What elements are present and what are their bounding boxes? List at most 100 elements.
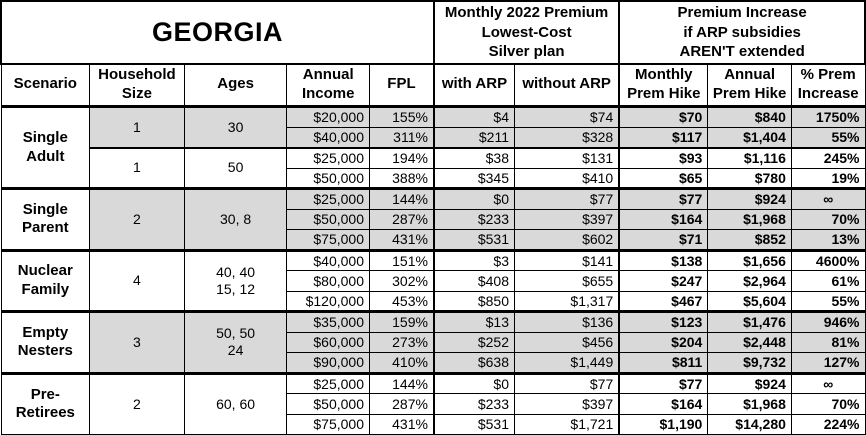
with-arp-cell: $211: [432, 126, 515, 148]
ages-cell: 30: [183, 105, 288, 148]
monthly-prem-hike-cell: $138: [618, 248, 709, 271]
table-body: Single Adult 1 30 $20,000 155% $4 $74 $70 $840 17…: [0, 105, 866, 435]
annual-prem-hike-cell: $2,964: [707, 270, 792, 292]
monthly-prem-hike-cell: $1,190: [618, 413, 709, 435]
pct-prem-increase-cell: 55%: [790, 126, 866, 148]
col-header-pct-prem-increase: % Prem Increase: [790, 63, 866, 108]
pct-prem-increase-cell: 70%: [790, 208, 866, 230]
annual-income-cell: $25,000: [286, 146, 370, 169]
monthly-prem-hike-cell: $117: [618, 126, 709, 148]
annual-income-cell: $50,000: [286, 167, 370, 189]
table-row: $75,000 431% $531 $1,721 $1,190 $14,280 224%: [1, 413, 866, 435]
without-arp-cell: $74: [514, 105, 620, 128]
annual-income-cell: $20,000: [286, 105, 370, 128]
pct-prem-increase-cell: 61%: [790, 270, 866, 292]
with-arp-cell: $0: [432, 371, 515, 394]
col-header-monthly-prem-hike: Monthly Prem Hike: [618, 63, 709, 108]
col-header-annual-prem-hike: Annual Prem Hike: [707, 63, 792, 108]
header-premium-group: Monthly 2022 Premium Lowest-Cost Silver …: [432, 0, 621, 65]
with-arp-cell: $531: [432, 229, 515, 251]
table-row: Single Adult 1 30 $20,000 155% $4 $74 $70 $840 17…: [0, 105, 866, 189]
fpl-cell: 151%: [368, 248, 435, 271]
with-arp-cell: $13: [432, 310, 515, 333]
household-size-cell: 1: [89, 146, 185, 189]
without-arp-cell: $131: [514, 146, 620, 169]
monthly-prem-hike-cell: $77: [618, 187, 709, 210]
without-arp-cell: $141: [514, 248, 620, 271]
without-arp-cell: $1,317: [514, 290, 620, 312]
annual-income-cell: $50,000: [286, 208, 370, 230]
annual-income-cell: $35,000: [286, 310, 370, 333]
with-arp-cell: $408: [432, 270, 515, 292]
table-row: 1 50 $25,000 194% $38 $131 $93 $1,116 245%: [1, 146, 866, 189]
monthly-prem-hike-cell: $204: [618, 331, 709, 353]
pct-prem-increase-cell: 245%: [790, 146, 866, 169]
annual-prem-hike-cell: $1,404: [707, 126, 792, 148]
table-row: Empty Nesters 3 50, 50 24 $35,000 159% $13 $13…: [0, 310, 866, 374]
table-row: Nuclear Family 4 40, 40 15, 12 $40,000 151% $…: [0, 248, 866, 312]
fpl-cell: 287%: [368, 208, 435, 230]
scenario-cell: Single Parent: [0, 187, 91, 251]
household-size-cell: 4: [89, 248, 185, 312]
annual-prem-hike-cell: $780: [707, 167, 792, 189]
without-arp-cell: $397: [514, 393, 620, 415]
fpl-cell: 410%: [368, 352, 435, 374]
pct-prem-increase-cell: ∞: [790, 187, 866, 210]
fpl-cell: 144%: [368, 371, 435, 394]
with-arp-cell: $531: [432, 413, 515, 435]
annual-prem-hike-cell: $14,280: [707, 413, 792, 435]
table-row: $50,000 388% $345 $410 $65 $780 19%: [1, 167, 866, 189]
table-row: $50,000 287% $233 $397 $164 $1,968 70%: [1, 393, 866, 415]
col-header-scenario: Scenario: [0, 63, 91, 108]
annual-prem-hike-cell: $924: [707, 187, 792, 210]
col-header-with-arp: with ARP: [432, 63, 515, 108]
column-header-row: Scenario Household Size Ages Annual Income F…: [0, 63, 866, 108]
fpl-cell: 453%: [368, 290, 435, 312]
monthly-prem-hike-cell: $247: [618, 270, 709, 292]
annual-prem-hike-cell: $1,476: [707, 310, 792, 333]
pct-prem-increase-cell: 946%: [790, 310, 866, 333]
ages-cell: 40, 40 15, 12: [183, 248, 288, 312]
household-size-cell: 2: [89, 371, 185, 435]
fpl-cell: 194%: [368, 146, 435, 169]
ages-cell: 60, 60: [183, 371, 288, 435]
annual-prem-hike-cell: $5,604: [707, 290, 792, 312]
annual-income-cell: $25,000: [286, 187, 370, 210]
annual-prem-hike-cell: $2,448: [707, 331, 792, 353]
fpl-cell: 273%: [368, 331, 435, 353]
col-header-annual-income: Annual Income: [286, 63, 370, 108]
without-arp-cell: $397: [514, 208, 620, 230]
with-arp-cell: $850: [432, 290, 515, 312]
pct-prem-increase-cell: 4600%: [790, 248, 866, 271]
with-arp-cell: $345: [432, 167, 515, 189]
annual-income-cell: $80,000: [286, 270, 370, 292]
annual-prem-hike-cell: $1,968: [707, 208, 792, 230]
without-arp-cell: $1,449: [514, 352, 620, 374]
annual-prem-hike-cell: $840: [707, 105, 792, 128]
annual-income-cell: $40,000: [286, 126, 370, 148]
annual-income-cell: $50,000: [286, 393, 370, 415]
fpl-cell: 144%: [368, 187, 435, 210]
with-arp-cell: $638: [432, 352, 515, 374]
fpl-cell: 159%: [368, 310, 435, 333]
annual-prem-hike-cell: $924: [707, 371, 792, 394]
header-group-row: GEORGIA Monthly 2022 Premium Lowest-Cost…: [0, 0, 866, 65]
annual-prem-hike-cell: $1,968: [707, 393, 792, 415]
table-row: $80,000 302% $408 $655 $247 $2,964 61%: [1, 270, 866, 292]
with-arp-cell: $4: [432, 105, 515, 128]
ages-cell: 50: [183, 146, 288, 189]
household-size-cell: 1: [89, 105, 185, 148]
col-header-household-size: Household Size: [89, 63, 185, 108]
table-row: $40,000 311% $211 $328 $117 $1,404 55%: [1, 126, 866, 148]
with-arp-cell: $252: [432, 331, 515, 353]
col-header-ages: Ages: [183, 63, 288, 108]
without-arp-cell: $602: [514, 229, 620, 251]
monthly-prem-hike-cell: $93: [618, 146, 709, 169]
scenario-cell: Single Adult: [0, 105, 91, 189]
annual-income-cell: $40,000: [286, 248, 370, 271]
pct-prem-increase-cell: 127%: [790, 352, 866, 374]
monthly-prem-hike-cell: $65: [618, 167, 709, 189]
scenario-cell: Empty Nesters: [0, 310, 91, 374]
monthly-prem-hike-cell: $164: [618, 393, 709, 415]
pct-prem-increase-cell: ∞: [790, 371, 866, 394]
